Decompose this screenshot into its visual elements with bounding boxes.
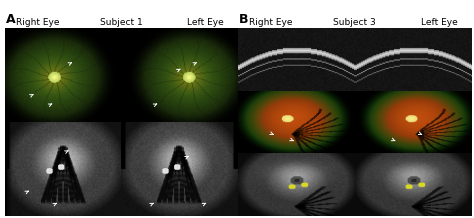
Text: B: B — [239, 13, 248, 26]
Text: Left Eye: Left Eye — [420, 18, 457, 27]
Text: Subject 3: Subject 3 — [333, 18, 376, 27]
Text: Right Eye: Right Eye — [16, 18, 59, 27]
Text: Left Eye: Left Eye — [187, 18, 224, 27]
Text: A: A — [6, 13, 15, 26]
Text: Subject 1: Subject 1 — [100, 18, 143, 27]
Text: Right Eye: Right Eye — [249, 18, 292, 27]
